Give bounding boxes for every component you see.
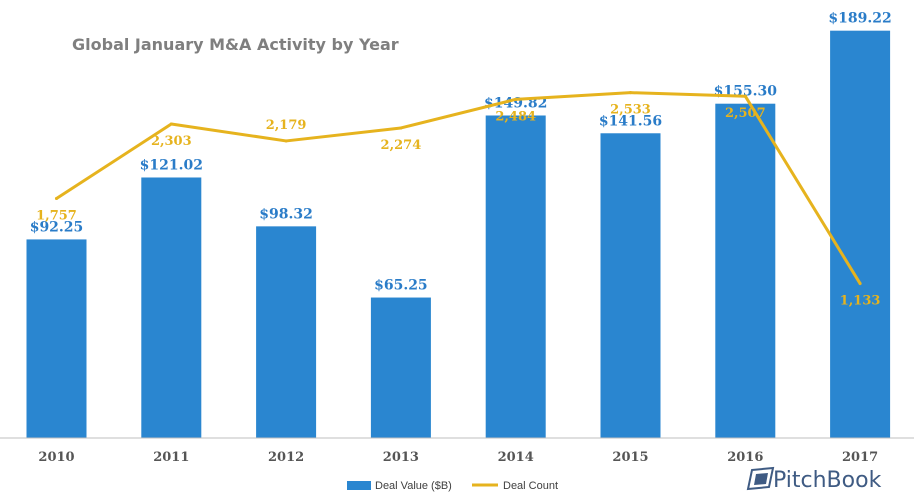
bar-value-label-2010: $92.25: [30, 219, 84, 235]
deal-count-segment-2016-2017: [743, 94, 862, 286]
x-tick-label-2016: 2016: [727, 450, 763, 465]
x-tick-label-2010: 2010: [38, 450, 74, 465]
bar-value-label-2012: $98.32: [259, 206, 313, 222]
bar-2016: [715, 103, 776, 438]
deal-count-point-2011: [169, 122, 173, 126]
bar-2013: [370, 297, 431, 438]
x-tick-label-2012: 2012: [268, 450, 304, 465]
pitchbook-logo: PitchBook: [746, 466, 882, 493]
deal-count-segment-2011-2012: [169, 122, 288, 143]
deal-count-segment-2012-2013: [284, 126, 403, 143]
deal-count-point-2014: [514, 97, 518, 101]
x-tick-label-2014: 2014: [498, 450, 534, 465]
bar-value-label-2015: $141.56: [599, 113, 662, 129]
bar-2010: [26, 239, 87, 438]
x-tick-labels-group: 2010 2011 2012 2013 2014 2015 2016 2017: [38, 450, 878, 465]
count-value-label-2012: 2,179: [266, 118, 307, 133]
legend-label-deal-count: Deal Count: [503, 480, 558, 492]
count-labels-group: 1,757 2,303 2,179 2,274 2,484 2,533 2,507 1,133: [36, 103, 880, 309]
bars-group: [26, 30, 891, 439]
count-value-label-2015: 2,533: [610, 103, 651, 118]
x-tick-label-2013: 2013: [383, 450, 419, 465]
count-value-label-2016: 2,507: [725, 106, 766, 121]
x-tick-label-2011: 2011: [153, 450, 189, 465]
bar-value-label-2013: $65.25: [374, 278, 428, 294]
count-value-label-2017: 1,133: [840, 294, 881, 309]
legend-label-deal-value: Deal Value ($B): [375, 480, 452, 492]
bar-value-label-2011: $121.02: [140, 157, 203, 173]
deal-count-segment-2014-2015: [514, 91, 632, 101]
count-value-label-2011: 2,303: [151, 134, 192, 149]
deal-count-segment-2015-2016: [629, 91, 747, 98]
bar-2012: [256, 226, 317, 438]
bar-2011: [141, 177, 202, 438]
deal-count-point-2013: [399, 126, 403, 130]
count-value-label-2010: 1,757: [36, 208, 77, 223]
bar-value-label-2017: $189.22: [828, 11, 891, 27]
deal-count-point-2012: [284, 139, 288, 143]
bar-2014: [485, 115, 546, 438]
deal-count-point-2015: [629, 91, 632, 95]
bar-2017: [830, 30, 891, 439]
chart-title: Global January M&A Activity by Year: [72, 35, 399, 54]
x-tick-label-2017: 2017: [842, 450, 878, 465]
pitchbook-logo-icon: [746, 466, 775, 491]
count-value-label-2013: 2,274: [381, 138, 422, 153]
bar-2015: [600, 133, 661, 438]
deal-count-point-2017: [858, 282, 862, 286]
x-tick-label-2015: 2015: [612, 450, 648, 465]
count-value-label-2014: 2,484: [495, 109, 536, 124]
deal-count-point-2016: [743, 94, 747, 98]
deal-count-point-2010: [55, 196, 58, 200]
legend-swatch-deal-value: [347, 481, 371, 490]
pitchbook-logo-text: PitchBook: [773, 468, 882, 493]
bar-labels-group: $92.25$121.02$98.32$65.25$149.82$141.56$…: [30, 11, 892, 294]
deal-count-segment-2013-2014: [399, 97, 518, 130]
deal-count-line-group: [55, 91, 862, 286]
deal-count-segment-2010-2011: [55, 122, 173, 200]
legend: Deal Value ($B) Deal Count: [347, 480, 558, 492]
